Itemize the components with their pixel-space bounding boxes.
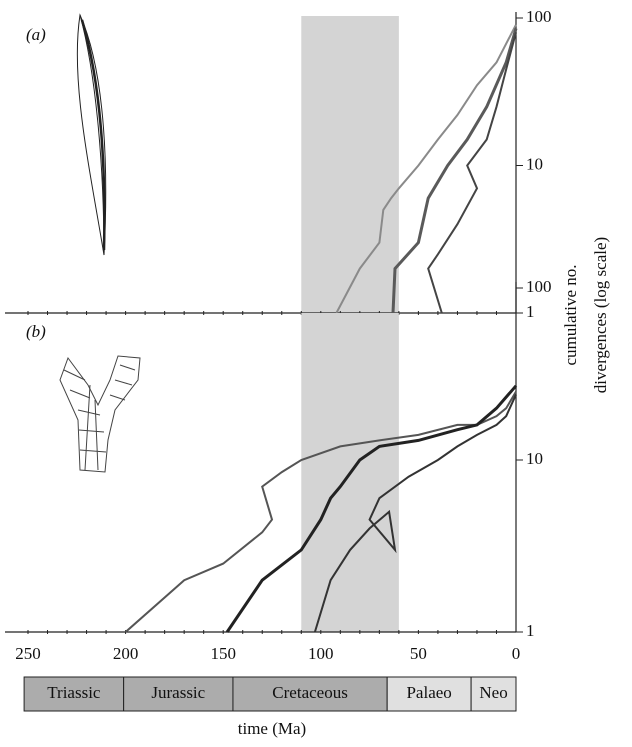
y-tick-label: 100 [526, 277, 552, 296]
leaf-illustration [76, 13, 107, 256]
panel-label: (a) [26, 25, 46, 44]
period-label: Neo [479, 683, 507, 702]
period-box [470, 676, 517, 712]
period-label: Palaeo [406, 683, 451, 702]
y-tick-label: 10 [526, 449, 543, 468]
period-label: Jurassic [151, 683, 205, 702]
series-line [124, 391, 517, 633]
x-tick-label: 50 [410, 644, 427, 663]
series-line [427, 32, 517, 314]
x-tick-label: 250 [15, 644, 41, 663]
period-box [232, 676, 388, 712]
plant-illustration [59, 355, 141, 473]
y-axis-label: cumulative no. [561, 264, 580, 365]
y-tick-label: 100 [526, 7, 552, 26]
period-box [123, 676, 234, 712]
x-tick-label: 200 [113, 644, 139, 663]
series-line [313, 394, 517, 633]
series-line [391, 27, 518, 314]
panel-label: (b) [26, 322, 46, 341]
period-box [23, 676, 125, 712]
period-label: Triassic [47, 683, 101, 702]
y-tick-label: 10 [526, 154, 543, 173]
y-axis-label: divergences (log scale) [591, 237, 610, 393]
series-line [225, 384, 518, 633]
x-tick-label: 0 [512, 644, 521, 663]
y-tick-label: 1 [526, 621, 535, 640]
x-tick-label: 150 [210, 644, 236, 663]
series-line [335, 24, 517, 314]
period-label: Cretaceous [272, 683, 348, 702]
y-tick-label: 1 [526, 302, 535, 321]
x-tick-label: 100 [308, 644, 334, 663]
x-axis-label: time (Ma) [238, 719, 306, 738]
shaded-interval [301, 16, 399, 313]
